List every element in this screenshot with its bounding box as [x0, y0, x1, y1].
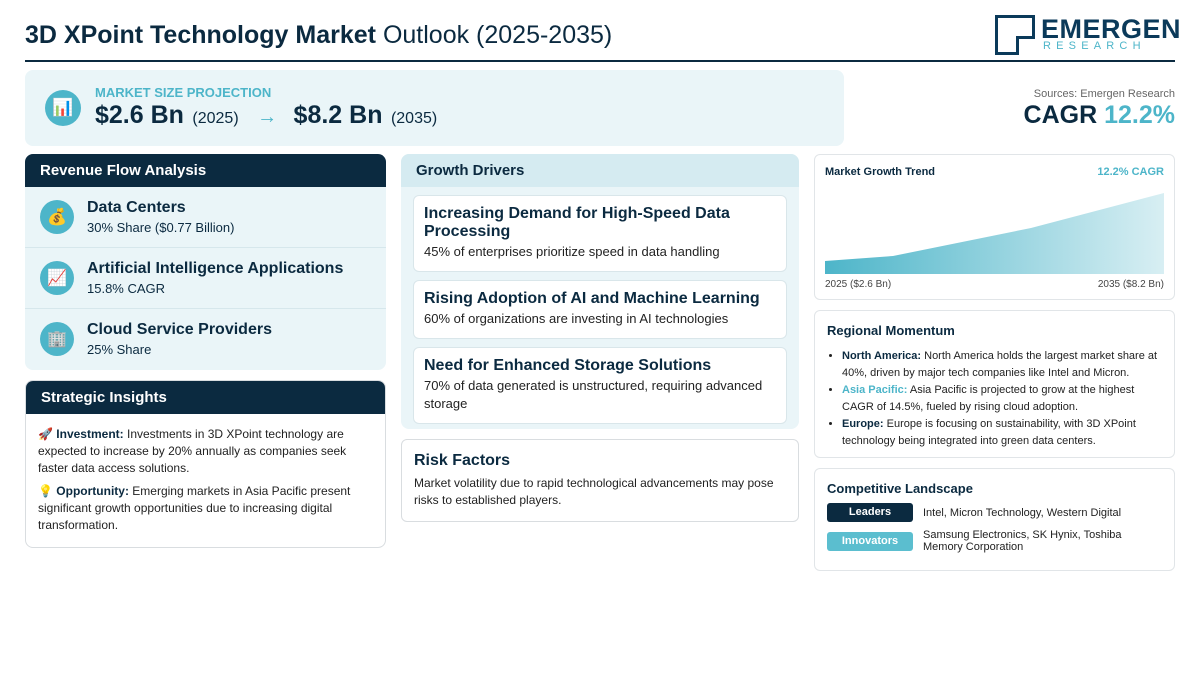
- bar-chart-icon: 📊: [45, 90, 81, 126]
- revenue-item-detail: 15.8% CAGR: [87, 281, 166, 296]
- money-bag-icon: 💰: [40, 200, 74, 234]
- revenue-item: 🏢 Cloud Service Providers 25% Share: [25, 309, 386, 370]
- cagr-value: 12.2%: [1104, 101, 1175, 129]
- region-item: Asia Pacific: Asia Pacific is projected …: [842, 382, 1162, 415]
- middle-column: Growth Drivers Increasing Demand for Hig…: [401, 154, 799, 522]
- competitive-landscape-heading: Competitive Landscape: [827, 481, 973, 496]
- region-name: Europe:: [842, 418, 884, 430]
- market-growth-trend-card: Market Growth Trend 12.2% CAGR 2025 ($2.…: [814, 154, 1175, 300]
- strategic-insights-card: Strategic Insights 🚀 Investment: Investm…: [25, 380, 386, 548]
- insight-label: Investment:: [56, 427, 124, 441]
- rocket-icon: 🚀: [38, 427, 53, 441]
- competitor-row: Innovators Samsung Electronics, SK Hynix…: [827, 529, 1162, 553]
- insight-item: 💡 Opportunity: Emerging markets in Asia …: [38, 483, 373, 534]
- cagr-headline: CAGR 12.2%: [1024, 101, 1175, 130]
- insight-label: Opportunity:: [56, 484, 129, 498]
- region-name: North America:: [842, 350, 922, 362]
- growth-driver-detail: 60% of organizations are investing in AI…: [424, 311, 729, 326]
- growth-drivers-card: Growth Drivers Increasing Demand for Hig…: [401, 154, 799, 429]
- sources-note: Sources: Emergen Research: [1033, 88, 1175, 100]
- innovators-badge: Innovators: [827, 531, 913, 551]
- trend-title: Market Growth Trend: [825, 166, 936, 178]
- revenue-item: 📈 Artificial Intelligence Applications 1…: [25, 248, 386, 309]
- revenue-item-title: Data Centers: [87, 199, 186, 216]
- growth-driver-detail: 45% of enterprises prioritize speed in d…: [424, 244, 720, 259]
- office-building-icon: 🏢: [40, 322, 74, 356]
- regional-momentum-heading: Regional Momentum: [827, 323, 955, 338]
- region-item: North America: North America holds the l…: [842, 348, 1162, 381]
- revenue-item: 💰 Data Centers 30% Share ($0.77 Billion): [25, 187, 386, 248]
- logo-subtitle: RESEARCH: [1043, 40, 1146, 52]
- right-column: Market Growth Trend 12.2% CAGR 2025 ($2.…: [814, 154, 1175, 571]
- page-header: 3D XPoint Technology Market Outlook (202…: [25, 12, 1181, 62]
- trend-area-chart: [825, 193, 1164, 274]
- page-title-period: Outlook (2025-2035): [382, 21, 613, 49]
- page-title-main: 3D XPoint Technology Market: [25, 21, 376, 49]
- emergen-research-logo[interactable]: EMERGEN RESEARCH: [995, 14, 1181, 56]
- regional-momentum-card: Regional Momentum North America: North A…: [814, 310, 1175, 458]
- risk-factors-text: Market volatility due to rapid technolog…: [414, 476, 774, 507]
- growth-driver-title: Rising Adoption of AI and Machine Learni…: [424, 290, 760, 307]
- region-text: North America holds the largest market s…: [842, 350, 1158, 379]
- region-name: Asia Pacific:: [842, 384, 908, 396]
- strategic-insights-heading: Strategic Insights: [26, 381, 385, 414]
- projection-label: MARKET SIZE PROJECTION: [95, 85, 272, 100]
- projection-end-year: (2035): [390, 110, 438, 127]
- revenue-flow-card: Revenue Flow Analysis 💰 Data Centers 30%…: [25, 154, 386, 370]
- competitor-list: Intel, Micron Technology, Western Digita…: [923, 506, 1122, 519]
- region-text: Europe is focusing on sustainability, wi…: [842, 418, 1136, 447]
- region-text: Asia Pacific is projected to grow at the…: [842, 384, 1135, 413]
- competitor-row: Leaders Intel, Micron Technology, Wester…: [827, 503, 1162, 522]
- growth-driver-detail: 70% of data generated is unstructured, r…: [424, 378, 763, 411]
- page-title: 3D XPoint Technology Market Outlook (202…: [25, 21, 612, 50]
- regional-list: North America: North America holds the l…: [827, 348, 1162, 449]
- trend-chart-icon: 📈: [40, 261, 74, 295]
- cagr-label: CAGR: [1023, 101, 1098, 129]
- arrow-right-icon: →: [257, 106, 278, 128]
- insight-text: Emerging markets in Asia Pacific present…: [38, 484, 351, 532]
- trend-area: [825, 193, 1164, 274]
- risk-factors-card: Risk Factors Market volatility due to ra…: [401, 439, 799, 522]
- growth-drivers-heading: Growth Drivers: [401, 154, 799, 187]
- trend-end-label: 2035 ($8.2 Bn): [1097, 279, 1164, 290]
- lightbulb-icon: 💡: [38, 484, 53, 498]
- growth-driver-item: Need for Enhanced Storage Solutions 70% …: [413, 347, 787, 424]
- leaders-badge: Leaders: [827, 503, 913, 522]
- insight-item: 🚀 Investment: Investments in 3D XPoint t…: [38, 426, 373, 477]
- market-size-projection: 📊 MARKET SIZE PROJECTION $2.6 Bn (2025) …: [25, 70, 844, 146]
- risk-factors-heading: Risk Factors: [414, 452, 511, 469]
- logo-wordmark: EMERGEN: [1041, 14, 1182, 44]
- trend-start-label: 2025 ($2.6 Bn): [825, 279, 892, 290]
- projection-start-value: $2.6 Bn: [95, 101, 184, 129]
- projection-start-year: (2025): [192, 110, 239, 127]
- revenue-flow-heading: Revenue Flow Analysis: [25, 154, 386, 187]
- growth-driver-item: Rising Adoption of AI and Machine Learni…: [413, 280, 787, 339]
- strategic-insights-body: 🚀 Investment: Investments in 3D XPoint t…: [26, 414, 385, 534]
- competitor-list: Samsung Electronics, SK Hynix, Toshiba M…: [923, 529, 1122, 553]
- growth-driver-title: Need for Enhanced Storage Solutions: [424, 357, 712, 374]
- logo-mark-icon: [995, 15, 1035, 55]
- growth-driver-item: Increasing Demand for High-Speed Data Pr…: [413, 195, 787, 272]
- revenue-item-detail: 30% Share ($0.77 Billion): [87, 220, 235, 235]
- trend-cagr: 12.2% CAGR: [1097, 166, 1164, 178]
- left-column: Revenue Flow Analysis 💰 Data Centers 30%…: [25, 154, 386, 548]
- cagr-summary: Sources: Emergen Research CAGR 12.2%: [1024, 88, 1175, 130]
- region-item: Europe: Europe is focusing on sustainabi…: [842, 416, 1162, 449]
- revenue-item-title: Cloud Service Providers: [87, 321, 272, 338]
- competitive-landscape-card: Competitive Landscape Leaders Intel, Mic…: [814, 468, 1175, 571]
- projection-values: $2.6 Bn (2025) → $8.2 Bn (2035): [95, 101, 437, 130]
- growth-driver-title: Increasing Demand for High-Speed Data Pr…: [424, 205, 730, 240]
- revenue-item-title: Artificial Intelligence Applications: [87, 260, 344, 277]
- revenue-item-detail: 25% Share: [87, 342, 152, 357]
- insight-text: Investments in 3D XPoint technology are …: [38, 427, 347, 475]
- projection-end-value: $8.2 Bn: [293, 101, 383, 129]
